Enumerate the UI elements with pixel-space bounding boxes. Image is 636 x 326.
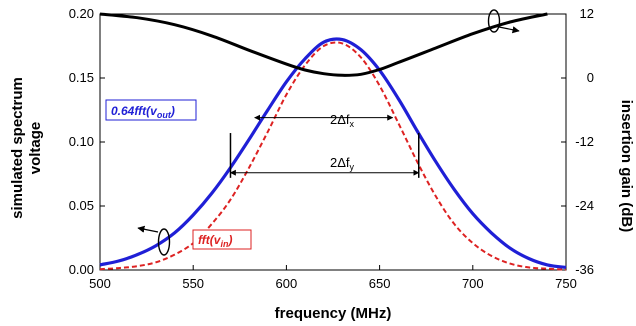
y-left-tick-label: 0.10	[69, 134, 94, 149]
bandwidth-x-main: 2Δf	[330, 112, 350, 127]
y-right-tick-label: 12	[580, 6, 594, 21]
y-left-tick-label: 0.20	[69, 6, 94, 21]
y-right-tick-label: -36	[575, 262, 594, 277]
y-left-tick-label: 0.00	[69, 262, 94, 277]
x-axis-ticks: 500 550 600 650 700 750	[89, 265, 577, 291]
series-vout-line	[100, 39, 566, 267]
y-left-axis-title-line1: simulated spectrum	[9, 77, 26, 219]
label-vout-coef: 0.64	[111, 104, 135, 118]
bandwidth-x-label: 2Δfx	[330, 112, 355, 129]
y-left-axis-title-line2: voltage	[27, 122, 44, 175]
y-left-tick-label: 0.05	[69, 198, 94, 213]
bandwidth-y-main: 2Δf	[330, 155, 350, 170]
x-tick-label: 650	[369, 276, 391, 291]
series-layer	[100, 14, 566, 270]
label-vout: 0.64fft(vout)	[106, 100, 196, 120]
x-tick-label: 750	[555, 276, 577, 291]
series-insertion-gain-line	[100, 14, 547, 75]
label-vin: fft(vin)	[193, 230, 251, 249]
x-tick-label: 500	[89, 276, 111, 291]
y-right-tick-label: 0	[587, 70, 594, 85]
label-vout-sub: out	[157, 110, 172, 120]
y-left-tick-label: 0.15	[69, 70, 94, 85]
y-right-tick-label: -24	[575, 198, 594, 213]
bandwidth-y-label: 2Δfy	[330, 155, 355, 172]
plot-area	[100, 14, 566, 270]
x-tick-label: 700	[462, 276, 484, 291]
x-tick-label: 550	[182, 276, 204, 291]
x-tick-label: 600	[276, 276, 298, 291]
y-right-axis-title: insertion gain (dB)	[618, 100, 635, 233]
x-axis-title: frequency (MHz)	[275, 305, 392, 322]
y-right-tick-label: -12	[575, 134, 594, 149]
bandwidth-y-sub: y	[350, 162, 355, 172]
bandwidth-x-sub: x	[350, 119, 355, 129]
